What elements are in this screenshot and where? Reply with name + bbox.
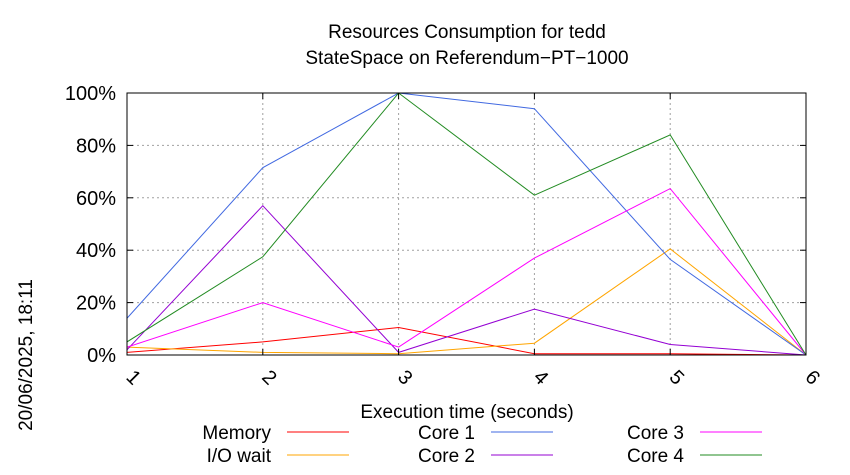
x-axis-label: Execution time (seconds) [360,402,573,423]
y-tick-label: 40% [76,240,116,262]
y-tick-labels: 0% 20% 40% 60% 80% 100% [65,83,806,367]
legend-label: I/O wait [207,446,272,467]
x-tick-label: 6 [801,366,824,389]
series-line-core-1 [126,92,807,356]
series-lines [126,92,807,356]
y-tick-label: 20% [76,293,116,315]
y-tick-label: 100% [65,83,116,105]
series-line-core-4 [126,92,807,356]
series-line-core-3 [126,187,807,356]
x-tick-label: 1 [122,366,145,389]
x-tick-label: 5 [665,366,688,389]
chart-title-line-2: StateSpace on Referendum−PT−1000 [305,48,628,69]
legend-label: Core 3 [627,423,684,444]
x-tick-label: 3 [393,366,416,389]
series-line-memory [126,326,807,356]
series-line-core-2 [126,204,807,356]
legend-label: Core 1 [418,423,475,444]
y-tick-label: 80% [76,135,116,157]
plot-frame [126,92,807,356]
grid-lines [127,93,806,355]
legend-label: Core 2 [418,446,475,467]
x-tick-label: 2 [257,366,280,389]
timestamp-label: 20/06/2025, 18:11 [16,279,37,431]
legend-label: Core 4 [627,446,684,467]
chart-title-line-1: Resources Consumption for tedd [328,22,606,43]
legend-label: Memory [202,423,271,444]
y-tick-label: 0% [87,345,116,367]
y-tick-label: 60% [76,188,116,210]
x-tick-label: 4 [529,366,552,389]
series-line-i-o-wait [126,248,807,356]
